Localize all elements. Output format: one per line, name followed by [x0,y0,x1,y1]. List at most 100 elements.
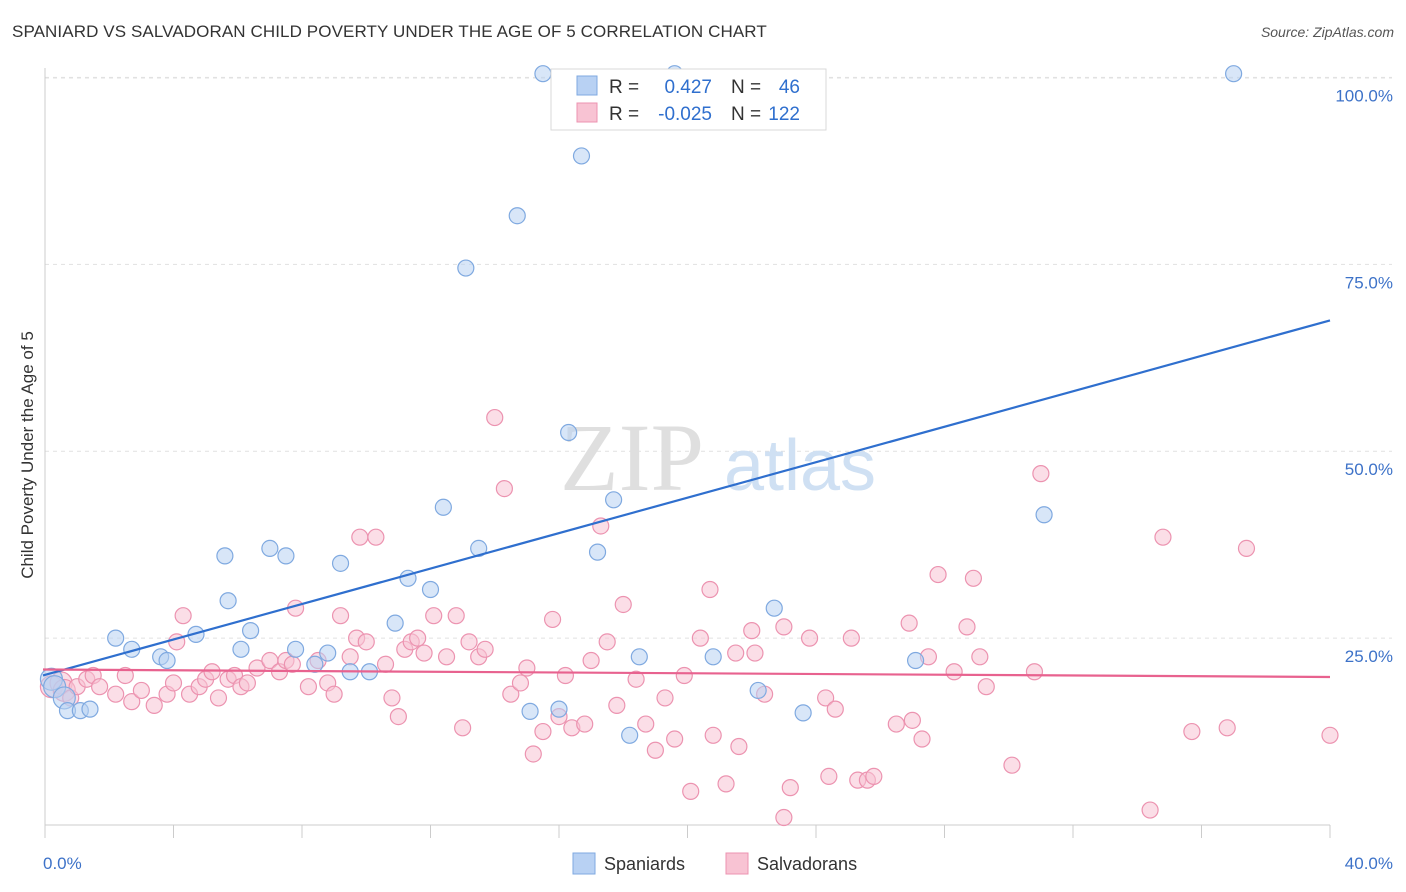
legend-r-label-2: R = [609,104,639,125]
point-salvadorans-86 [743,622,761,640]
point-salvadorans-91 [781,779,799,797]
point-salvadorans-47 [409,629,427,647]
point-salvadorans-48 [415,644,433,662]
point-salvadorans-79 [682,782,700,800]
point-spaniards-36 [605,491,623,509]
point-salvadorans-80 [691,629,709,647]
point-salvadorans-115 [1154,528,1172,546]
point-salvadorans-41 [367,528,385,546]
point-salvadorans-85 [730,737,748,756]
point-spaniards-45 [1035,506,1053,524]
point-salvadorans-119 [1321,726,1339,744]
legend-swatch-spaniards [576,75,598,96]
point-salvadorans-111 [1003,756,1021,774]
point-salvadorans-62 [534,722,552,741]
point-salvadorans-75 [646,741,664,759]
point-salvadorans-102 [903,711,921,729]
point-spaniards-32 [550,700,568,718]
point-spaniards-9 [158,651,176,670]
point-salvadorans-37 [341,648,359,666]
point-salvadorans-99 [865,767,883,786]
point-spaniards-44 [906,651,925,670]
point-salvadorans-67 [576,715,594,733]
point-salvadorans-83 [717,775,735,793]
point-salvadorans-43 [383,689,401,707]
point-salvadorans-118 [1237,539,1256,557]
point-spaniards-46 [1225,65,1243,83]
point-salvadorans-20 [203,663,221,681]
gridlines [45,76,1392,639]
y-tick-label-3: 100.0% [1335,86,1393,105]
trend-line-salvadorans [42,668,1331,679]
y-tick-label-0: 25.0% [1345,647,1393,666]
series-salvadorans [39,408,1339,827]
bottom-legend-swatch-salvadorans [725,852,749,875]
point-salvadorans-40 [357,633,375,651]
point-salvadorans-35 [325,685,343,703]
legend-r-value-1: 0.427 [664,77,712,98]
point-salvadorans-101 [900,614,918,632]
bottom-legend-label-spaniards: Spaniards [604,854,685,874]
point-salvadorans-72 [614,595,632,614]
point-salvadorans-96 [842,629,860,647]
point-salvadorans-63 [543,610,562,629]
point-salvadorans-95 [826,700,844,718]
y-axis-label: Child Poverty Under the Age of 5 [18,331,37,579]
point-salvadorans-55 [476,640,494,658]
point-salvadorans-87 [746,644,764,662]
legend-n-value-2: 122 [768,104,800,125]
x-tick-label-0: 0.0% [43,854,82,873]
point-salvadorans-103 [913,730,931,748]
point-salvadorans-73 [627,670,645,688]
point-spaniards-31 [534,65,552,83]
x-tick-label-1: 40.0% [1345,854,1393,873]
point-salvadorans-16 [174,607,192,625]
point-salvadorans-14 [164,674,183,692]
point-salvadorans-21 [209,689,228,707]
point-salvadorans-105 [929,565,947,584]
point-salvadorans-89 [775,618,793,636]
legend-r-label-1: R = [609,77,639,98]
point-salvadorans-10 [123,693,141,711]
point-salvadorans-42 [376,655,395,673]
legend-box: R = 0.427 N = 46 R = -0.025 N = 122 [550,68,827,131]
point-spaniards-13 [232,640,250,658]
point-salvadorans-58 [502,685,520,703]
legend-swatch-salvadorans [576,102,598,123]
point-salvadorans-51 [447,607,465,625]
point-salvadorans-70 [598,633,616,651]
point-spaniards-11 [219,592,237,610]
point-salvadorans-39 [351,528,369,546]
point-salvadorans-107 [958,618,976,636]
point-salvadorans-82 [704,726,722,744]
trend-line-spaniards [42,319,1331,677]
source-label: Source: ZipAtlas.com [1260,24,1394,40]
point-spaniards-18 [306,655,324,673]
legend-r-value-2: -0.025 [658,104,712,125]
point-salvadorans-49 [425,607,443,625]
legend-n-value-1: 46 [779,77,800,98]
bottom-legend-label-salvadorans: Salvadorans [757,854,857,874]
point-salvadorans-93 [817,689,835,707]
point-salvadorans-112 [1025,663,1044,681]
axes [44,68,1331,838]
point-salvadorans-57 [495,479,513,498]
point-salvadorans-11 [132,681,150,700]
point-salvadorans-76 [656,689,674,707]
point-salvadorans-26 [248,659,266,677]
point-salvadorans-84 [727,644,745,662]
point-spaniards-41 [749,681,767,700]
chart-title: SPANIARD VS SALVADORAN CHILD POVERTY UND… [12,22,767,41]
point-spaniards-27 [457,259,475,277]
point-salvadorans-78 [675,666,693,685]
point-salvadorans-94 [820,767,838,786]
point-salvadorans-110 [977,678,995,696]
watermark-zip: ZIP [560,404,704,511]
y-tick-label-2: 75.0% [1345,273,1393,292]
point-spaniards-40 [704,648,722,666]
point-salvadorans-113 [1032,465,1050,483]
point-spaniards-23 [386,614,404,632]
point-salvadorans-53 [460,633,478,651]
point-spaniards-37 [621,726,639,744]
point-salvadorans-65 [556,666,575,685]
